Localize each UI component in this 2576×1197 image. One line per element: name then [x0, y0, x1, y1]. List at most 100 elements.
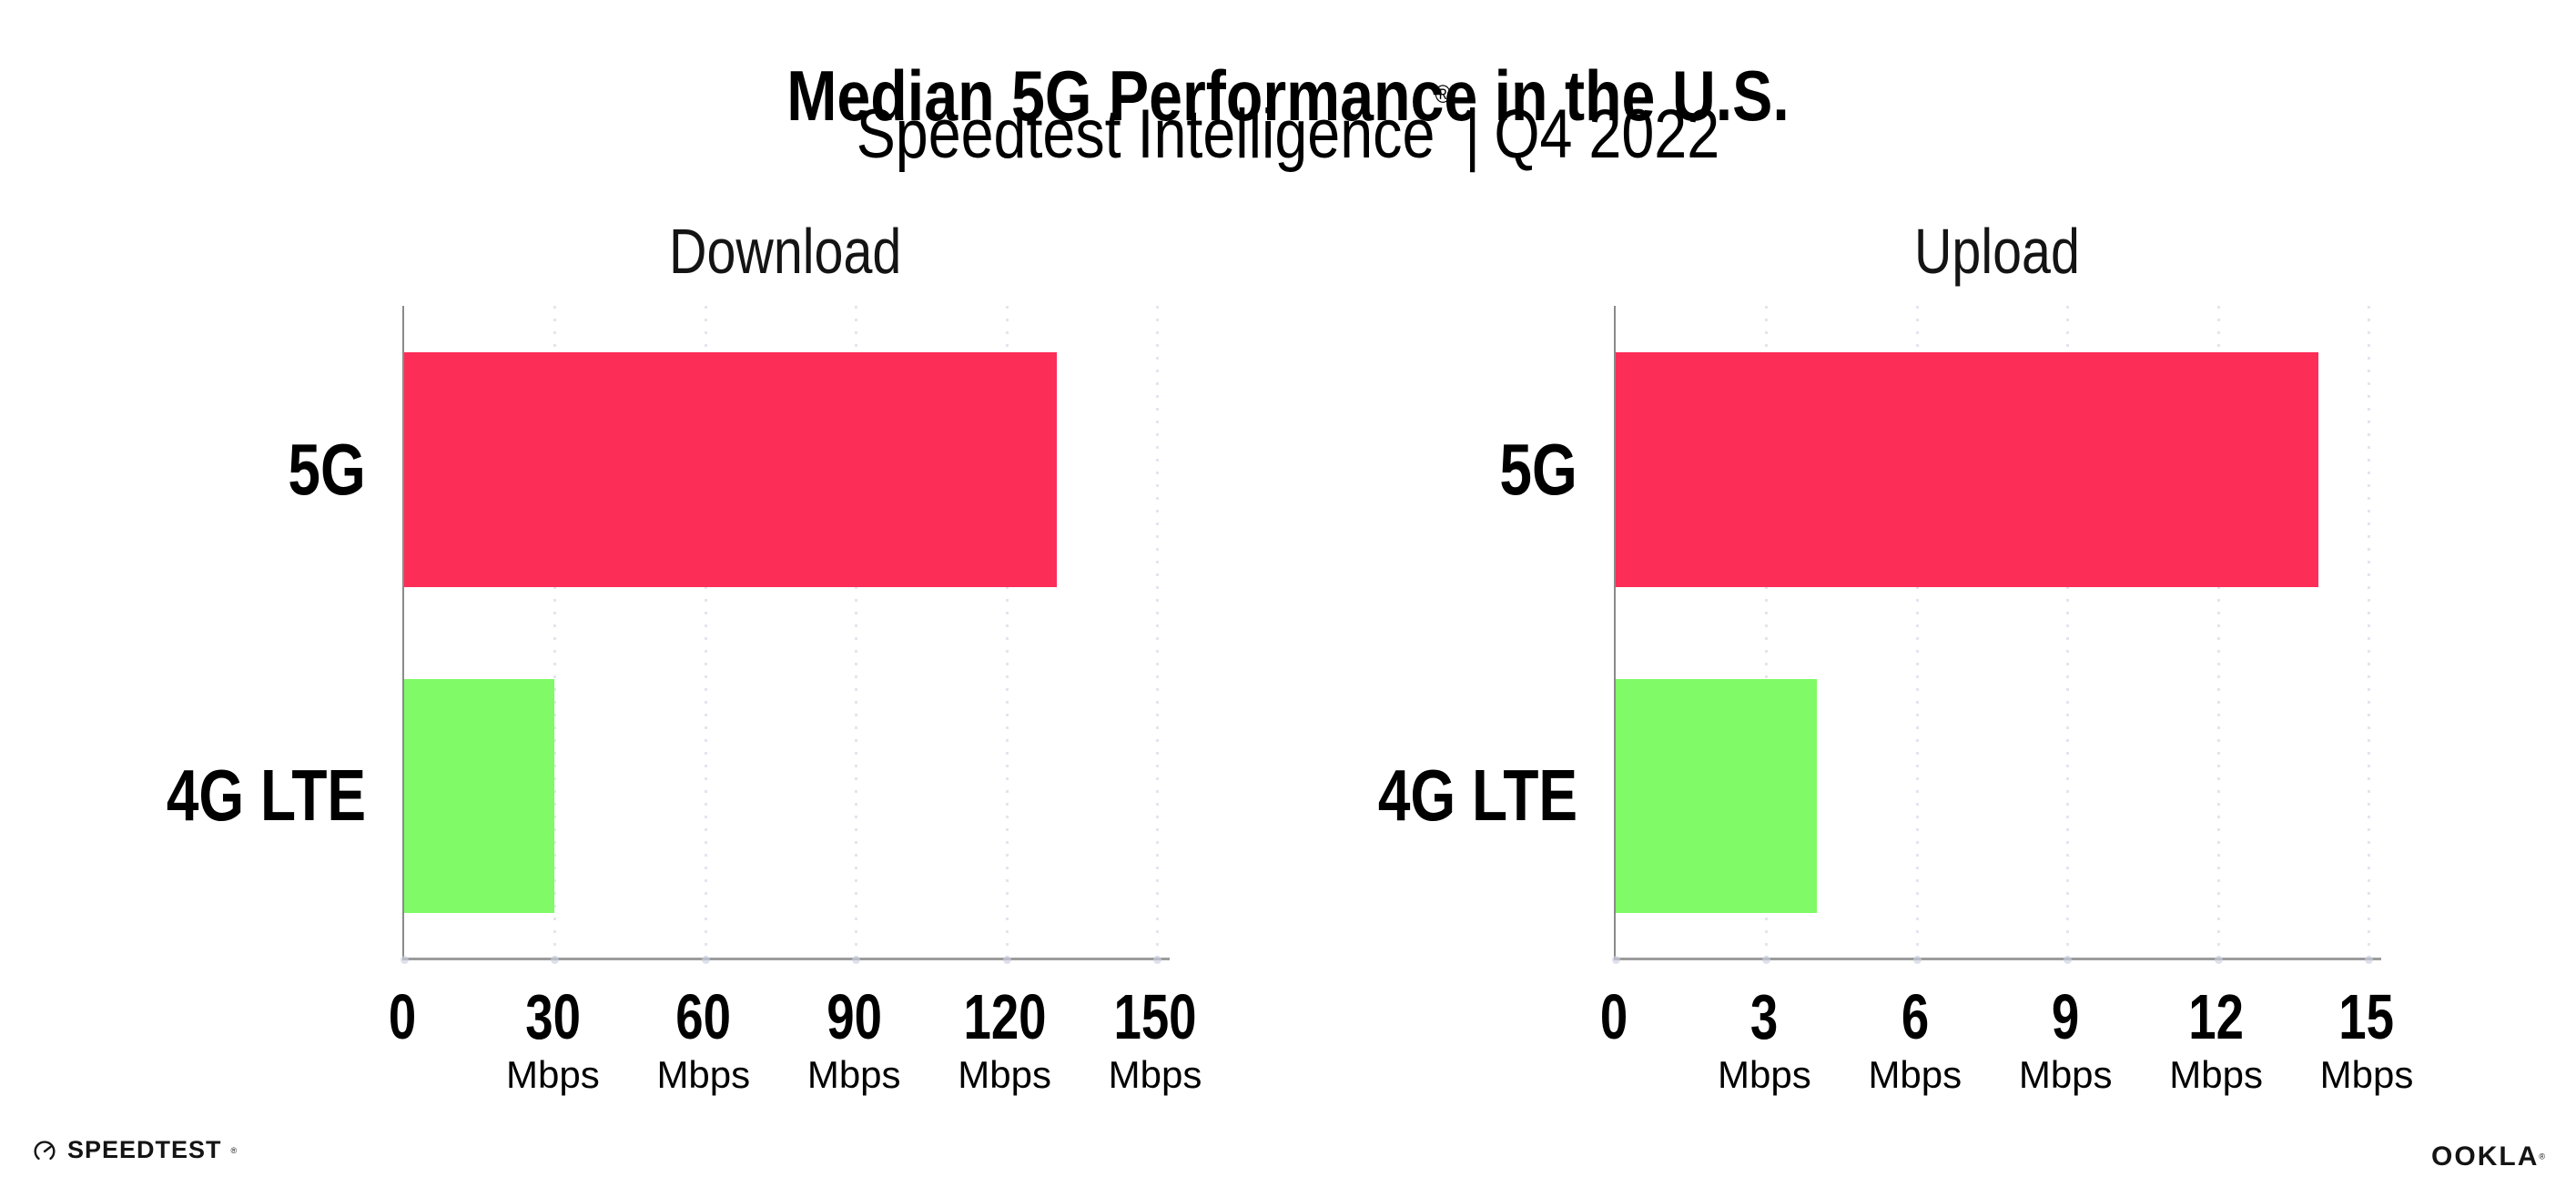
- registered-trademark-mark: ®: [1435, 79, 1452, 108]
- axis-tick-dot-15: [2365, 956, 2373, 964]
- gridline-60: [704, 306, 707, 958]
- speedtest-logo: SPEEDTEST ®: [31, 1136, 237, 1164]
- x-tick-value: 0: [385, 985, 421, 1049]
- ookla-registered-mark: ®: [2539, 1151, 2545, 1161]
- page-title: Median 5G Performance in the U.S.: [0, 58, 2576, 134]
- x-tick-120: 120 Mbps: [951, 985, 1058, 1094]
- x-tick-unit: Mbps: [2018, 1053, 2113, 1096]
- x-tick-value: 30: [506, 985, 600, 1049]
- speedtest-wordmark: SPEEDTEST: [67, 1136, 222, 1163]
- x-tick-value: 60: [656, 985, 750, 1049]
- page-title-text: Median 5G Performance in the U.S.: [786, 56, 1790, 137]
- x-tick-unit: Mbps: [2319, 1053, 2414, 1096]
- x-tick-value: 6: [1868, 985, 1962, 1049]
- bar-5g: [1616, 352, 2318, 587]
- gridline-150: [1156, 306, 1159, 958]
- subtitle-separator: |: [1465, 96, 1481, 173]
- axis-tick-dot-6: [1912, 956, 1922, 964]
- x-tick-value-text: 0: [1599, 981, 1628, 1052]
- x-tick-value-text: 120: [963, 981, 1047, 1052]
- x-tick-60: 60 Mbps: [656, 985, 750, 1094]
- x-tick-value: 9: [2019, 985, 2113, 1049]
- x-tick-value-text: 90: [826, 981, 882, 1052]
- x-tick-value-text: 15: [2338, 981, 2395, 1052]
- category-label-5g: 5G: [1480, 433, 1577, 506]
- x-tick-150: 150 Mbps: [1102, 985, 1209, 1094]
- x-tick-unit: Mbps: [806, 1053, 901, 1096]
- download-category-labels: 5G 4G LTE: [0, 306, 366, 958]
- speedtest-registered-mark: ®: [230, 1145, 238, 1155]
- axis-tick-dot-3: [1762, 956, 1771, 964]
- x-tick-value-text: 9: [2051, 981, 2080, 1052]
- download-chart-title: Download: [402, 217, 1168, 287]
- download-chart-panel: Download 5G 4G LTE 0 30 Mbps 60 Mbps 90 Mbps 120…: [0, 209, 1202, 1129]
- x-tick-unit: Mbps: [958, 1053, 1051, 1096]
- upload-plot-area: [1612, 306, 2381, 964]
- speedtest-gauge-icon: [34, 1140, 56, 1160]
- category-label-text: 4G LTE: [1377, 755, 1577, 836]
- axis-tick-dot-90: [852, 956, 861, 964]
- category-label-text: 4G LTE: [166, 755, 366, 836]
- category-label-text: 5G: [1499, 429, 1577, 510]
- download-plot-area: [401, 306, 1170, 964]
- x-tick-unit: Mbps: [1108, 1053, 1202, 1096]
- x-tick-0: 0: [385, 985, 421, 1049]
- subtitle-brand: Speedtest Intelligence: [856, 96, 1435, 173]
- x-tick-value-text: 12: [2188, 981, 2244, 1052]
- upload-chart-title-text: Upload: [1913, 216, 2080, 287]
- upload-category-labels: 5G 4G LTE: [1212, 306, 1577, 958]
- x-tick-value: 0: [1597, 985, 1632, 1049]
- x-tick-unit: Mbps: [656, 1053, 751, 1096]
- category-label-text: 5G: [288, 429, 366, 510]
- x-tick-6: 6 Mbps: [1868, 985, 1962, 1094]
- x-tick-value: 15: [2320, 985, 2414, 1049]
- upload-chart-title: Upload: [1614, 217, 2379, 287]
- x-tick-value-text: 150: [1113, 981, 1197, 1052]
- axis-tick-dot-12: [2214, 956, 2223, 964]
- x-tick-value: 12: [2169, 985, 2263, 1049]
- x-tick-unit: Mbps: [1868, 1053, 1962, 1096]
- download-x-axis-ticks: 0 30 Mbps 60 Mbps 90 Mbps 120 Mbps 150 Mbps: [389, 985, 1202, 1121]
- x-tick-unit: Mbps: [2169, 1053, 2263, 1096]
- category-label-5g: 5G: [269, 433, 366, 506]
- category-label-4g-lte: 4G LTE: [1328, 759, 1577, 832]
- category-label-4g-lte: 4G LTE: [117, 759, 366, 832]
- bar-4g-lte: [404, 679, 555, 913]
- axis-tick-dot-9: [2064, 956, 2073, 964]
- bar-4g-lte: [1616, 679, 1817, 913]
- subtitle-period: Q4 2022: [1494, 96, 1720, 173]
- x-tick-value-text: 0: [388, 981, 417, 1052]
- x-tick-value: 3: [1718, 985, 1811, 1049]
- axis-tick-dot-120: [1002, 956, 1011, 964]
- bar-5g: [404, 352, 1057, 587]
- download-chart-title-text: Download: [668, 216, 902, 287]
- gridline-12: [2216, 306, 2220, 958]
- x-tick-value-text: 6: [1901, 981, 1929, 1052]
- x-tick-value-text: 30: [525, 981, 581, 1052]
- gridline-9: [2066, 306, 2070, 958]
- x-tick-9: 9 Mbps: [2019, 985, 2113, 1094]
- x-tick-15: 15 Mbps: [2320, 985, 2414, 1094]
- gridline-3: [1765, 306, 1769, 958]
- upload-chart-panel: Upload 5G 4G LTE 0 3 Mbps 6 Mbps 9 Mbps 12 Mbps 15…: [1212, 209, 2414, 1129]
- x-tick-value-text: 3: [1750, 981, 1779, 1052]
- x-tick-unit: Mbps: [506, 1053, 600, 1096]
- x-tick-3: 3 Mbps: [1718, 985, 1811, 1094]
- x-tick-0: 0: [1597, 985, 1632, 1049]
- x-tick-unit: Mbps: [1718, 1053, 1811, 1096]
- ookla-logo: OOKLA®: [2431, 1141, 2545, 1172]
- gridline-30: [553, 306, 557, 958]
- x-tick-value: 120: [951, 985, 1058, 1049]
- axis-tick-dot-0: [401, 956, 409, 964]
- ookla-wordmark: OOKLA: [2431, 1141, 2540, 1172]
- upload-x-axis-ticks: 0 3 Mbps 6 Mbps 9 Mbps 12 Mbps 15 Mbps: [1600, 985, 2414, 1121]
- axis-tick-dot-0: [1612, 956, 1620, 964]
- page-subtitle: Speedtest Intelligence® | Q4 2022: [0, 80, 2576, 173]
- axis-tick-dot-30: [551, 956, 560, 964]
- x-tick-90: 90 Mbps: [807, 985, 901, 1094]
- gridline-6: [1915, 306, 1919, 958]
- x-tick-value: 150: [1102, 985, 1209, 1049]
- gridline-15: [2368, 306, 2370, 958]
- axis-tick-dot-60: [701, 956, 710, 964]
